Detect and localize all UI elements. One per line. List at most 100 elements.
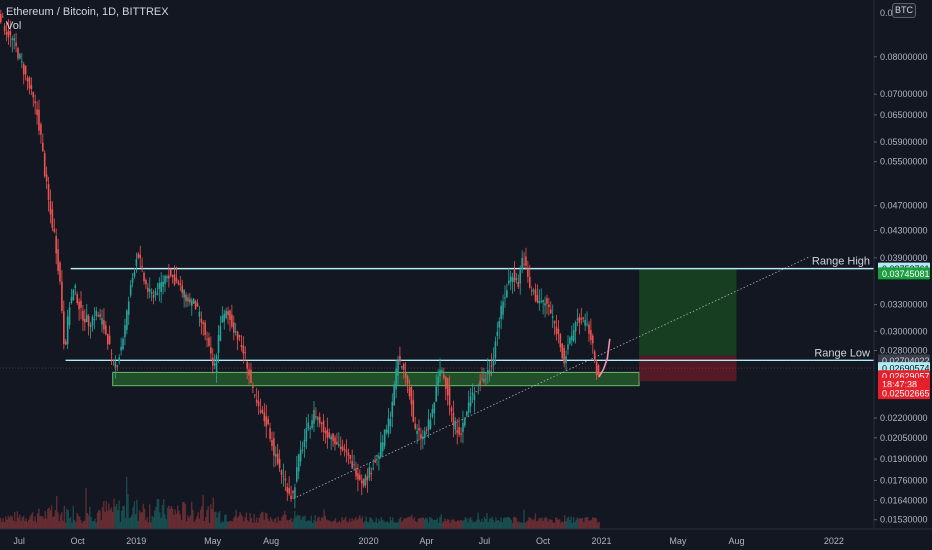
- price-label: 0.02629057: [882, 372, 930, 382]
- candle-body: [368, 467, 371, 478]
- volume-bar: [313, 520, 315, 529]
- volume-bar: [36, 512, 39, 529]
- candle-body: [280, 470, 283, 475]
- volume-bar: [418, 518, 421, 529]
- currency-badge[interactable]: BTC: [892, 3, 916, 18]
- candle-body: [416, 430, 418, 434]
- candle-body: [433, 402, 436, 413]
- volume-bar: [415, 521, 417, 529]
- candle-body: [89, 325, 92, 328]
- volume-bar: [135, 514, 137, 529]
- volume-bar: [420, 518, 422, 529]
- price-axis[interactable]: 0.0 0.08000000 0.07000000 0.06500000 0.05900…: [873, 0, 932, 529]
- candle-body: [57, 249, 59, 271]
- volume-bar: [514, 516, 516, 529]
- volume-bar: [213, 511, 216, 529]
- candle-body: [372, 468, 374, 470]
- volume-bar: [348, 518, 351, 529]
- volume-bar: [579, 518, 581, 529]
- volume-bar: [49, 510, 52, 529]
- volume-bar: [89, 506, 91, 529]
- candle-body: [3, 25, 6, 32]
- volume-bar: [324, 515, 326, 529]
- drawings-layer: Range High Range Low: [0, 256, 874, 499]
- volume-bar: [309, 521, 311, 529]
- volume-bar: [80, 520, 82, 529]
- candle-body: [332, 433, 334, 441]
- time-tick-label: May: [204, 536, 222, 546]
- time-tick-label: Jul: [479, 536, 491, 546]
- price-tick-label: 0.04700000: [880, 201, 928, 211]
- volume-bar: [114, 506, 116, 529]
- candle-body: [21, 61, 23, 63]
- candle-body: [435, 386, 438, 402]
- candle-body: [152, 295, 155, 298]
- volume-bar: [439, 516, 441, 529]
- volume-bar: [378, 518, 380, 529]
- volume-bar: [534, 513, 537, 529]
- volume-bar: [197, 512, 199, 529]
- price-tick-label: 0.02200000: [880, 413, 928, 423]
- candle-body: [448, 386, 451, 406]
- volume-bar: [33, 521, 35, 529]
- candle-body: [446, 378, 449, 396]
- volume-bar: [345, 516, 347, 529]
- volume-bar: [15, 521, 17, 529]
- candle-body: [401, 365, 403, 368]
- candle-body: [425, 429, 428, 431]
- time-axis[interactable]: Jul Oct 2019 May Aug 2020 Apr Jul Oct 2021 May Aug 2…: [0, 528, 932, 550]
- volume-bar: [453, 519, 455, 529]
- volume-bar: [281, 516, 283, 529]
- volume-bar: [385, 521, 388, 529]
- candle-body: [355, 468, 357, 477]
- candle-body: [269, 428, 271, 439]
- volume-bar: [119, 521, 122, 529]
- volume-bar: [19, 514, 21, 529]
- volume-bar: [561, 521, 563, 529]
- price-label-background: [878, 377, 930, 390]
- candle-body: [462, 422, 464, 433]
- volume-bar: [123, 505, 125, 529]
- volume-bar: [457, 519, 459, 529]
- candle-body: [572, 330, 575, 341]
- candle-body: [231, 314, 233, 327]
- volume-bar: [175, 513, 178, 529]
- volume-bar: [50, 505, 53, 529]
- candle-body: [61, 281, 63, 311]
- overlay-layer: [598, 338, 611, 378]
- candle-body: [192, 298, 195, 304]
- volume-bar: [399, 517, 402, 529]
- volume-bar: [343, 518, 346, 529]
- volume-bar: [149, 504, 151, 529]
- candle-body: [507, 280, 510, 284]
- volume-bar: [454, 521, 456, 529]
- volume-bar: [12, 520, 15, 529]
- volume-bar: [28, 519, 30, 529]
- candle-body: [544, 303, 546, 306]
- candle-body: [213, 363, 216, 366]
- chart-legend: Ethereum / Bitcoin, 1D, BITTREX Vol: [6, 5, 169, 33]
- volume-bar: [269, 516, 272, 529]
- candle-body: [391, 401, 394, 417]
- volume-bar: [179, 514, 181, 529]
- time-tick-label: 2019: [126, 536, 146, 546]
- candle-body: [7, 30, 10, 38]
- volume-bar: [547, 521, 549, 529]
- candle-body: [511, 277, 514, 282]
- volume-bar: [249, 513, 251, 529]
- volume-bar: [578, 518, 580, 529]
- volume-bar: [118, 500, 120, 529]
- time-tick-label: Aug: [728, 536, 744, 546]
- candle-body: [190, 300, 193, 306]
- volume-bar: [17, 517, 20, 529]
- volume-bar: [24, 521, 26, 529]
- volume-indicator-label[interactable]: Vol: [6, 20, 22, 32]
- volume-bar: [333, 520, 335, 529]
- candle-body: [324, 430, 327, 434]
- candle-body: [517, 281, 520, 288]
- volume-bar: [352, 520, 355, 529]
- volume-bar: [235, 509, 237, 529]
- candle-body: [0, 14, 2, 23]
